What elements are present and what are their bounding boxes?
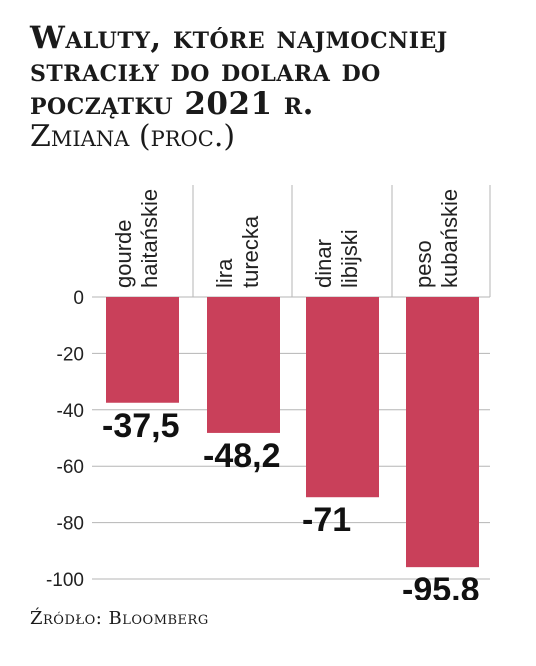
category-label: dinar libijski (311, 229, 362, 288)
y-tick-label: -40 (57, 401, 84, 422)
category-label-line: peso (411, 240, 436, 288)
source-note: Źródło: Bloomberg (30, 608, 209, 629)
bar (207, 297, 280, 433)
bar (406, 297, 479, 568)
y-tick-label: -80 (57, 514, 84, 535)
category-label: lira turecka (212, 215, 263, 288)
value-label: -95,8 (402, 571, 480, 600)
category-label: gourde haitańskie (111, 189, 162, 288)
bar (306, 297, 379, 498)
value-label: -71 (302, 501, 351, 539)
chart-subtitle: Zmiana (proc.) (30, 119, 236, 154)
category-label-line: libijski (337, 229, 362, 288)
category-label-line: lira (212, 258, 237, 288)
category-label-line: kubańskie (437, 189, 462, 288)
value-label: -37,5 (102, 407, 180, 445)
y-tick-label: 0 (73, 288, 84, 309)
y-tick-label: -20 (57, 344, 84, 365)
value-label: -48,2 (203, 437, 281, 475)
category-label: peso kubańskie (411, 189, 462, 288)
y-axis-ticks: 0 -20 -40 -60 -80 -100 (46, 288, 84, 591)
y-tick-label: -60 (57, 457, 84, 478)
chart-title: Waluty, które najmocniej straciły do dol… (30, 20, 448, 122)
category-label-line: haitańskie (137, 189, 162, 288)
category-label-line: dinar (311, 239, 336, 288)
bar-chart: 0 -20 -40 -60 -80 -100 gourde haitańskie lira tu… (46, 185, 491, 600)
category-label-line: gourde (111, 219, 136, 288)
category-labels: gourde haitańskie lira turecka dinar libijski… (111, 189, 462, 288)
bar (106, 297, 179, 403)
value-labels: -37,5 -48,2 -71 -95,8 (102, 407, 480, 600)
y-tick-label: -100 (46, 570, 84, 591)
bars (106, 297, 479, 568)
category-label-line: turecka (238, 215, 263, 288)
